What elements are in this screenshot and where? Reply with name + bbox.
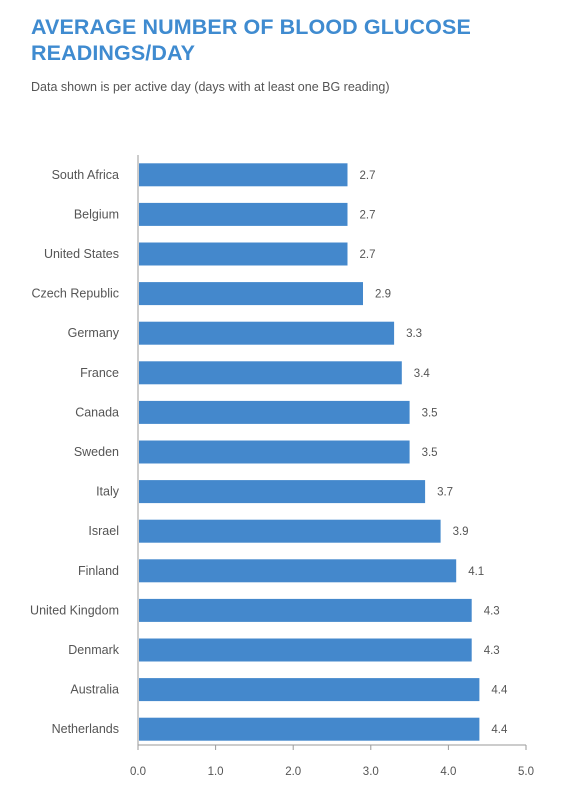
- data-label: 4.4: [491, 724, 508, 736]
- x-tick-label: 0.0: [130, 766, 146, 778]
- bar: [139, 242, 348, 266]
- data-label: 4.4: [491, 685, 508, 697]
- category-label: Netherlands: [52, 722, 119, 736]
- x-tick-label: 4.0: [440, 766, 456, 778]
- bar: [139, 321, 395, 345]
- bar: [139, 400, 410, 424]
- data-label: 2.9: [375, 289, 391, 301]
- x-tick-label: 2.0: [285, 766, 301, 778]
- data-label: 3.3: [406, 328, 422, 340]
- data-label: 2.7: [360, 170, 376, 182]
- category-label: Australia: [70, 683, 119, 697]
- data-label: 3.5: [422, 407, 438, 419]
- data-label: 3.4: [414, 368, 431, 380]
- x-tick-label: 1.0: [208, 766, 224, 778]
- category-label: France: [80, 366, 119, 380]
- bar: [139, 480, 426, 504]
- category-label: United Kingdom: [30, 603, 119, 617]
- bar: [139, 678, 480, 702]
- bar: [139, 638, 472, 662]
- category-label: United States: [44, 247, 119, 261]
- bar: [139, 163, 348, 187]
- category-label: South Africa: [52, 168, 119, 182]
- category-label: Belgium: [74, 207, 119, 221]
- category-label: Israel: [88, 524, 119, 538]
- bar: [139, 519, 441, 543]
- bar: [139, 598, 472, 622]
- bar: [139, 202, 348, 226]
- data-label: 4.1: [468, 566, 484, 578]
- data-label: 3.9: [453, 526, 469, 538]
- data-label: 4.3: [484, 645, 500, 657]
- category-label: Czech Republic: [31, 287, 119, 301]
- bar: [139, 717, 480, 741]
- data-label: 2.7: [360, 249, 376, 261]
- category-label: Canada: [75, 405, 119, 419]
- bar: [139, 361, 402, 385]
- bar: [139, 282, 363, 306]
- data-label: 4.3: [484, 605, 500, 617]
- bar: [139, 440, 410, 464]
- data-label: 2.7: [360, 209, 376, 221]
- category-label: Sweden: [74, 445, 119, 459]
- x-tick-label: 5.0: [518, 766, 534, 778]
- chart-title: AVERAGE NUMBER OF BLOOD GLUCOSE READINGS…: [31, 15, 471, 65]
- data-label: 3.5: [422, 447, 438, 459]
- chart-subtitle: Data shown is per active day (days with …: [31, 80, 390, 94]
- x-tick-label: 3.0: [363, 766, 379, 778]
- category-label: Denmark: [68, 643, 119, 657]
- bar: [139, 559, 457, 583]
- category-label: Germany: [68, 326, 120, 340]
- category-label: Finland: [78, 564, 119, 578]
- category-label: Italy: [96, 485, 120, 499]
- data-label: 3.7: [437, 487, 453, 499]
